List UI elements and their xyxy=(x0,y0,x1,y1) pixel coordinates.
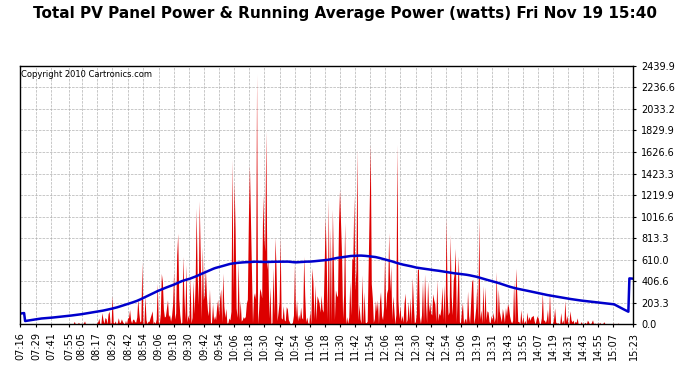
Text: Total PV Panel Power & Running Average Power (watts) Fri Nov 19 15:40: Total PV Panel Power & Running Average P… xyxy=(33,6,657,21)
Text: Copyright 2010 Cartronics.com: Copyright 2010 Cartronics.com xyxy=(21,70,152,79)
